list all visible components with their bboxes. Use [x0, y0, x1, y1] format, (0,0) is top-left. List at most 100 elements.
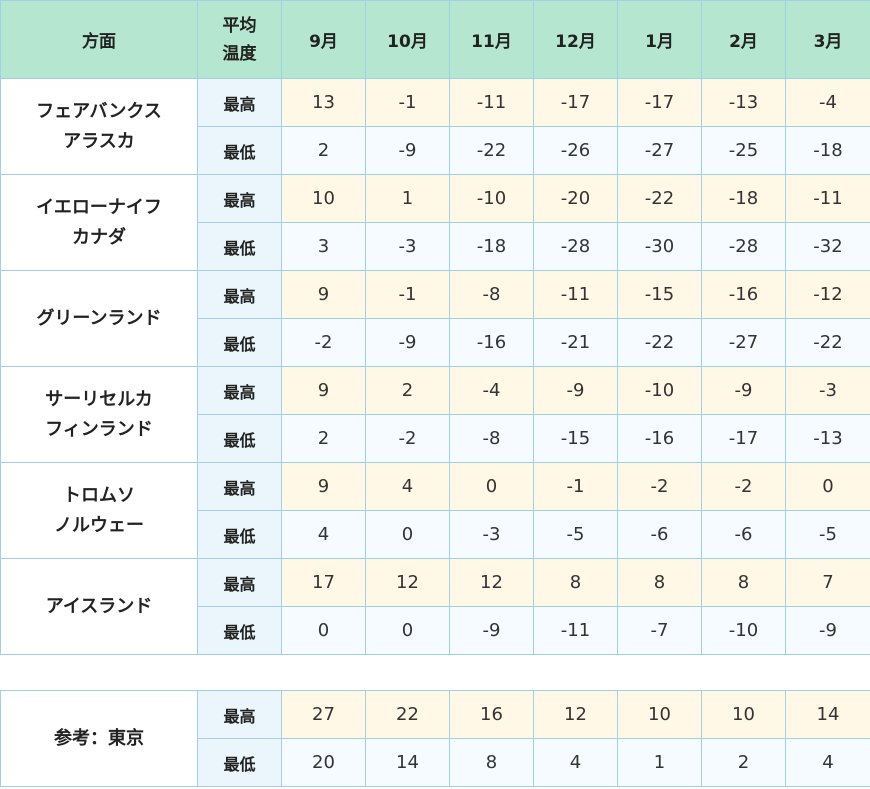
region-name-line1: グリーンランド — [36, 307, 162, 329]
table-cell: -27 — [617, 126, 702, 175]
table-cell: 4 — [785, 738, 870, 787]
header-row: 方面 平均 温度 9月 10月 11月 12月 1月 2月 3月 — [0, 0, 870, 79]
table-cell: 8 — [701, 558, 786, 607]
table-cell: 8 — [533, 558, 618, 607]
region-name: トロムソ ノルウェー — [0, 462, 198, 559]
table-cell: 0 — [365, 606, 450, 655]
table-cell: 10 — [617, 690, 702, 739]
header-average-temp: 平均 温度 — [197, 0, 282, 79]
table-cell: -2 — [365, 414, 450, 463]
region-name-line2: カナダ — [72, 226, 126, 248]
table-cell: -18 — [701, 174, 786, 223]
region-name: フェアバンクス アラスカ — [0, 78, 198, 175]
table-cell: 17 — [281, 558, 366, 607]
table-cell: -7 — [617, 606, 702, 655]
region-name: アイスランド — [0, 558, 198, 655]
table-cell: -15 — [533, 414, 618, 463]
table-cell: -6 — [701, 510, 786, 559]
table-cell: -9 — [785, 606, 870, 655]
region-name: サーリセルカ フィンランド — [0, 366, 198, 463]
high-label: 最高 — [197, 462, 282, 511]
region-high-row: フェアバンクス アラスカ 最高 13 -1 -11 -17 -17 -13 -4 — [0, 78, 870, 175]
table-cell: -9 — [365, 318, 450, 367]
table-cell: -13 — [785, 414, 870, 463]
region-low-row: 最低 2 -9 -22 -26 -27 -25 -18 — [1, 126, 870, 175]
region-name-line1: フェアバンクス — [36, 100, 162, 122]
table-cell: -22 — [785, 318, 870, 367]
table-cell: -10 — [701, 606, 786, 655]
table-cell: -18 — [449, 222, 534, 271]
table-cell: -1 — [533, 462, 618, 511]
table-cell: 0 — [785, 462, 870, 511]
region-low-row: 最低 4 0 -3 -5 -6 -6 -5 — [1, 510, 870, 559]
region-high-row: トロムソ ノルウェー 最高 9 4 0 -1 -2 -2 0 — [0, 462, 870, 559]
low-label: 最低 — [197, 510, 282, 559]
table-cell: 2 — [281, 414, 366, 463]
table-cell: -17 — [533, 78, 618, 127]
region-high-row: アイスランド 最高 17 12 12 8 8 8 7 — [0, 558, 870, 655]
header-month: 11月 — [449, 0, 534, 79]
table-cell: -8 — [449, 270, 534, 319]
table-cell: -1 — [365, 270, 450, 319]
header-month: 2月 — [701, 0, 786, 79]
table-cell: 0 — [449, 462, 534, 511]
table-cell: -3 — [785, 366, 870, 415]
header-month: 10月 — [365, 0, 450, 79]
high-label: 最高 — [197, 558, 282, 607]
table-cell: -9 — [449, 606, 534, 655]
header-month: 1月 — [617, 0, 702, 79]
region-low-row: 最低 2 -2 -8 -15 -16 -17 -13 — [1, 414, 870, 463]
table-cell: -22 — [617, 174, 702, 223]
table-cell: -5 — [533, 510, 618, 559]
high-label: 最高 — [197, 690, 282, 739]
reference-table: 参考：東京 最高 27 22 16 12 10 10 14 最低 20 14 8… — [0, 690, 870, 787]
table-cell: -25 — [701, 126, 786, 175]
high-label: 最高 — [197, 174, 282, 223]
table-cell: -9 — [365, 126, 450, 175]
region-high-row: グリーンランド 最高 9 -1 -8 -11 -15 -16 -12 — [0, 270, 870, 367]
table-cell: -6 — [617, 510, 702, 559]
table-cell: -20 — [533, 174, 618, 223]
low-label: 最低 — [197, 414, 282, 463]
table-cell: 4 — [365, 462, 450, 511]
region-name-line1: サーリセルカ — [45, 388, 153, 410]
high-label: 最高 — [197, 366, 282, 415]
table-cell: -11 — [533, 270, 618, 319]
table-cell: -22 — [449, 126, 534, 175]
table-cell: -16 — [617, 414, 702, 463]
table-cell: -2 — [281, 318, 366, 367]
table-cell: 0 — [365, 510, 450, 559]
header-temp-line1: 平均 — [222, 15, 257, 36]
table-cell: -2 — [701, 462, 786, 511]
reference-low-row: 最低 20 14 8 4 1 2 4 — [1, 738, 870, 787]
table-cell: 12 — [533, 690, 618, 739]
table-cell: -9 — [701, 366, 786, 415]
table-cell: -16 — [701, 270, 786, 319]
table-cell: -32 — [785, 222, 870, 271]
table-cell: 16 — [449, 690, 534, 739]
table-cell: -17 — [617, 78, 702, 127]
table-cell: -8 — [449, 414, 534, 463]
table-cell: -15 — [617, 270, 702, 319]
table-cell: 9 — [281, 366, 366, 415]
table-cell: 8 — [617, 558, 702, 607]
table-cell: -26 — [533, 126, 618, 175]
region-low-row: 最低 -2 -9 -16 -21 -22 -27 -22 — [1, 318, 870, 367]
table-cell: 10 — [701, 690, 786, 739]
table-cell: -13 — [701, 78, 786, 127]
table-cell: -22 — [617, 318, 702, 367]
table-cell: 22 — [365, 690, 450, 739]
table-cell: 4 — [281, 510, 366, 559]
table-cell: -2 — [617, 462, 702, 511]
header-region: 方面 — [0, 0, 198, 79]
low-label: 最低 — [197, 126, 282, 175]
table-cell: 12 — [449, 558, 534, 607]
table-cell: 1 — [617, 738, 702, 787]
table-cell: 8 — [449, 738, 534, 787]
high-label: 最高 — [197, 270, 282, 319]
table-cell: -5 — [785, 510, 870, 559]
region-name-line1: アイスランド — [45, 595, 153, 617]
header-month: 12月 — [533, 0, 618, 79]
table-cell: 20 — [281, 738, 366, 787]
table-cell: 1 — [365, 174, 450, 223]
